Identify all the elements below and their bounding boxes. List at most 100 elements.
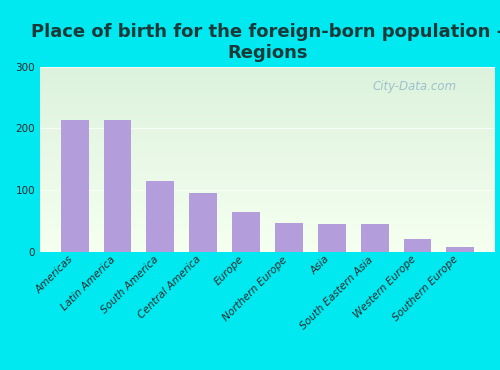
Bar xyxy=(40,196,495,197)
Bar xyxy=(40,87,495,88)
Title: Place of birth for the foreign-born population -
Regions: Place of birth for the foreign-born popu… xyxy=(31,23,500,62)
Bar xyxy=(40,77,495,78)
Bar xyxy=(60,120,88,252)
Bar xyxy=(40,93,495,94)
Bar xyxy=(40,178,495,179)
Bar xyxy=(40,102,495,103)
Bar xyxy=(40,247,495,248)
Bar xyxy=(40,167,495,168)
Bar xyxy=(40,187,495,188)
Bar xyxy=(40,165,495,167)
Bar xyxy=(40,67,495,68)
Bar xyxy=(40,206,495,207)
Bar xyxy=(40,103,495,104)
Text: City-Data.com: City-Data.com xyxy=(372,80,456,92)
Bar xyxy=(40,233,495,234)
Bar xyxy=(40,70,495,71)
Bar xyxy=(40,191,495,192)
Bar xyxy=(40,78,495,80)
Bar xyxy=(40,86,495,87)
Bar xyxy=(40,98,495,99)
Bar xyxy=(40,192,495,193)
Bar xyxy=(40,220,495,221)
Bar xyxy=(40,172,495,173)
Bar xyxy=(40,204,495,205)
Bar xyxy=(40,76,495,77)
Bar xyxy=(40,184,495,185)
Bar xyxy=(40,215,495,216)
Bar xyxy=(40,176,495,177)
Bar xyxy=(40,209,495,210)
Bar xyxy=(40,226,495,228)
Bar xyxy=(40,238,495,239)
Bar xyxy=(40,241,495,242)
Bar xyxy=(40,205,495,206)
Bar xyxy=(40,81,495,83)
Bar xyxy=(40,211,495,212)
Bar xyxy=(40,174,495,175)
Bar xyxy=(40,168,495,169)
Bar xyxy=(40,150,495,151)
Bar xyxy=(40,210,495,211)
Bar xyxy=(40,111,495,112)
Bar xyxy=(40,148,495,149)
Bar xyxy=(40,95,495,96)
Bar xyxy=(40,239,495,240)
Bar xyxy=(40,161,495,162)
Bar xyxy=(40,91,495,92)
Bar xyxy=(40,130,495,131)
Bar xyxy=(40,235,495,236)
Bar xyxy=(40,162,495,163)
Bar xyxy=(40,217,495,218)
Bar xyxy=(40,219,495,220)
Bar xyxy=(40,228,495,229)
Bar xyxy=(40,194,495,195)
Bar xyxy=(40,117,495,118)
Bar xyxy=(40,128,495,129)
Bar xyxy=(40,158,495,159)
Bar xyxy=(40,118,495,119)
Bar xyxy=(40,91,495,92)
Bar xyxy=(40,240,495,241)
Bar xyxy=(40,154,495,155)
Bar xyxy=(40,80,495,81)
Bar xyxy=(40,121,495,122)
Bar xyxy=(40,133,495,134)
Bar xyxy=(40,96,495,97)
Bar xyxy=(40,92,495,93)
Bar xyxy=(40,89,495,90)
Bar xyxy=(40,212,495,213)
Bar xyxy=(40,198,495,199)
Bar xyxy=(40,80,495,81)
Bar xyxy=(40,135,495,136)
Bar xyxy=(40,214,495,215)
Bar xyxy=(40,72,495,73)
Bar xyxy=(446,247,474,252)
Bar xyxy=(40,185,495,186)
Bar xyxy=(40,114,495,115)
Bar xyxy=(40,246,495,247)
Bar xyxy=(40,188,495,189)
Bar xyxy=(40,245,495,246)
Bar xyxy=(40,142,495,143)
Bar xyxy=(40,145,495,146)
Bar xyxy=(40,71,495,72)
Bar xyxy=(40,230,495,231)
Bar xyxy=(40,201,495,202)
Bar xyxy=(40,131,495,132)
Bar xyxy=(40,225,495,226)
Bar xyxy=(40,68,495,70)
Bar xyxy=(40,156,495,157)
Bar xyxy=(40,218,495,219)
Bar xyxy=(40,101,495,102)
Bar xyxy=(40,200,495,201)
Bar xyxy=(232,212,260,252)
Bar xyxy=(40,97,495,98)
Bar xyxy=(40,120,495,121)
Bar xyxy=(40,110,495,111)
Bar xyxy=(40,189,495,191)
Bar xyxy=(40,134,495,135)
Bar xyxy=(40,100,495,101)
Bar xyxy=(40,107,495,108)
Bar xyxy=(40,173,495,174)
